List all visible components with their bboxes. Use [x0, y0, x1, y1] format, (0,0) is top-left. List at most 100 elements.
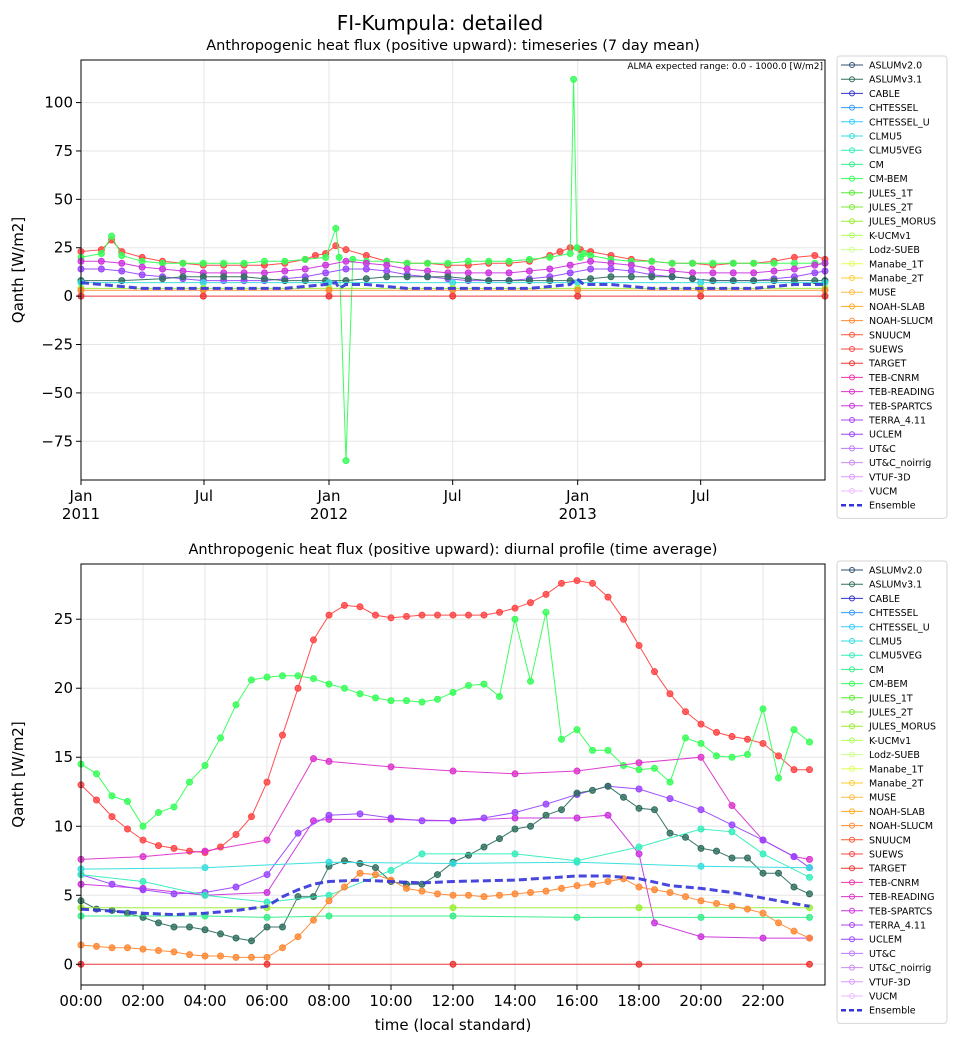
data-point [93, 770, 100, 778]
series-line-clmu5veg [80, 828, 810, 903]
data-point [480, 843, 488, 851]
data-point [356, 603, 364, 611]
legend-marker [849, 822, 855, 829]
data-point [566, 269, 574, 277]
data-point [566, 261, 574, 269]
data-point [199, 259, 207, 267]
timeseries-legend: ASLUMv2.0 ASLUMv3.1 CABLE CHTESSEL CHTESSEL_… [836, 55, 948, 519]
data-point [403, 273, 411, 281]
data-point [511, 604, 519, 612]
data-point [325, 912, 333, 920]
data-point [697, 933, 705, 941]
data-point [199, 279, 207, 287]
legend-label: Manabe_1T [869, 764, 924, 775]
data-point [301, 255, 309, 263]
data-point [651, 668, 658, 676]
data-point [604, 811, 612, 819]
data-point [627, 273, 635, 281]
data-point [118, 259, 126, 267]
data-point [263, 913, 271, 921]
data-point [525, 255, 533, 263]
data-point [383, 267, 391, 275]
data-point [294, 684, 302, 692]
data-point [580, 250, 588, 258]
data-point [170, 803, 178, 811]
y-axis-label: Qanth [W/m2] [9, 217, 27, 323]
data-point [806, 864, 813, 872]
data-point [635, 641, 643, 649]
legend-marker [849, 978, 855, 985]
data-point [118, 251, 126, 259]
legend-box [836, 560, 948, 1024]
data-point [301, 265, 309, 273]
series-line-uclem [80, 785, 810, 895]
data-point [263, 778, 271, 786]
data-point [263, 871, 271, 879]
data-point [449, 860, 457, 868]
legend-label: Ensemble [869, 1006, 916, 1017]
data-point [480, 814, 488, 822]
data-point [542, 590, 550, 598]
data-point [444, 273, 452, 281]
data-point [294, 672, 302, 680]
legend-marker [849, 189, 855, 196]
legend-marker [849, 459, 855, 466]
x-tick-label: 12:00 [431, 992, 474, 1010]
data-point [449, 960, 457, 968]
data-point [546, 253, 554, 261]
diurnal-panel: 0 5 10 15 20 25 00:00 02:00 04:00 06:00 08:00 10:00… [9, 542, 826, 1034]
legend-label: SNUUCM [869, 330, 911, 341]
data-point [480, 680, 488, 688]
x-tick-label: Jul [443, 487, 462, 505]
legend-marker [849, 275, 855, 281]
data-point [155, 808, 162, 816]
legend-marker [849, 851, 855, 857]
x-tick-label: Jan [68, 487, 92, 505]
data-point [403, 265, 411, 273]
data-point [790, 766, 798, 774]
data-point [666, 889, 674, 897]
data-point [806, 855, 813, 863]
data-point [589, 746, 596, 754]
legend-label: UCLEM [869, 935, 902, 946]
data-point [770, 259, 778, 267]
data-point [186, 951, 193, 959]
data-point [697, 720, 705, 728]
data-point [635, 883, 643, 891]
data-point [179, 267, 187, 275]
legend-label: TEB-READING [868, 387, 934, 398]
legend-marker [849, 737, 855, 744]
data-point [170, 948, 178, 956]
data-point [511, 890, 519, 898]
x-tick-label: 18:00 [617, 992, 660, 1010]
data-point [775, 774, 782, 782]
legend-marker [849, 388, 855, 395]
legend-label: CM-BEM [869, 174, 908, 185]
legend-label: ASLUMv3.1 [869, 580, 922, 591]
legend-marker [849, 652, 855, 659]
legend-marker [849, 175, 855, 182]
legend-label: JULES_2T [868, 708, 913, 719]
data-point [434, 890, 441, 898]
y-tick-label: 25 [54, 239, 73, 257]
data-point [806, 960, 813, 968]
data-point [387, 814, 395, 822]
legend-label: CM-BEM [869, 679, 908, 690]
data-point [713, 900, 720, 908]
legend-label: ASLUMv2.0 [869, 566, 922, 577]
data-point [108, 944, 116, 952]
data-point [93, 942, 100, 950]
data-point [325, 286, 333, 294]
data-point [263, 923, 271, 931]
data-point [155, 919, 162, 927]
x-tick-label: 08:00 [307, 992, 350, 1010]
data-point [434, 695, 441, 703]
legend-marker [849, 993, 855, 999]
data-point [697, 825, 705, 833]
data-point [248, 937, 255, 945]
data-point [511, 825, 519, 833]
legend-marker [849, 331, 855, 338]
data-point [728, 821, 736, 829]
data-point [511, 770, 519, 778]
data-point [573, 726, 581, 734]
